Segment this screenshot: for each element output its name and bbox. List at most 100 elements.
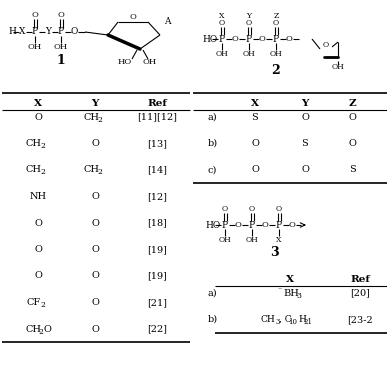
Text: S: S <box>301 139 308 148</box>
Text: O: O <box>231 35 238 43</box>
Text: O: O <box>251 139 259 148</box>
Text: OH: OH <box>216 50 228 58</box>
Text: O: O <box>130 13 137 21</box>
Text: H: H <box>8 27 16 36</box>
Text: Y: Y <box>91 99 99 108</box>
Text: 21: 21 <box>303 318 312 326</box>
Text: CH: CH <box>83 166 99 175</box>
Text: X: X <box>286 274 294 284</box>
Text: P: P <box>273 34 279 43</box>
Text: [13]: [13] <box>147 139 167 148</box>
Text: CH: CH <box>26 166 42 175</box>
Text: P: P <box>32 27 38 36</box>
Text: NH: NH <box>29 192 46 201</box>
Text: O: O <box>91 298 99 307</box>
Text: CH: CH <box>83 113 99 122</box>
Text: O: O <box>34 272 42 281</box>
Text: O: O <box>286 35 293 43</box>
Text: Y: Y <box>45 27 51 36</box>
Text: Y: Y <box>247 12 252 20</box>
Text: S: S <box>349 166 355 175</box>
Text: O: O <box>34 113 42 122</box>
Text: 2: 2 <box>39 327 43 336</box>
Text: X: X <box>34 99 42 108</box>
Text: O: O <box>262 221 269 229</box>
Text: 2: 2 <box>41 168 45 176</box>
Text: P: P <box>249 221 255 229</box>
Text: a): a) <box>208 288 217 298</box>
Text: O: O <box>249 205 255 213</box>
Text: O: O <box>246 19 252 27</box>
Text: O: O <box>259 35 265 43</box>
Text: b): b) <box>208 315 218 324</box>
Text: [12]: [12] <box>147 192 167 201</box>
Text: b): b) <box>208 139 218 148</box>
Text: O: O <box>43 325 51 334</box>
Text: Ref: Ref <box>350 274 370 284</box>
Text: [19]: [19] <box>147 245 167 254</box>
Text: OH: OH <box>332 63 344 71</box>
Text: P: P <box>246 34 252 43</box>
Text: X: X <box>219 12 225 20</box>
Text: O: O <box>91 139 99 148</box>
Text: , C: , C <box>279 315 291 324</box>
Text: OH: OH <box>270 50 283 58</box>
Text: O: O <box>276 205 282 213</box>
Text: 3: 3 <box>270 247 278 260</box>
Text: S: S <box>252 113 259 122</box>
Text: OH: OH <box>143 58 157 66</box>
Text: O: O <box>251 166 259 175</box>
Text: [14]: [14] <box>147 166 167 175</box>
Text: HO: HO <box>202 34 217 43</box>
Text: O: O <box>91 192 99 201</box>
Text: P: P <box>58 27 64 36</box>
Text: O: O <box>348 139 356 148</box>
Text: X: X <box>19 27 25 36</box>
Text: O: O <box>58 11 65 19</box>
Text: [22]: [22] <box>147 325 167 334</box>
Text: P: P <box>219 34 225 43</box>
Text: HO: HO <box>118 58 132 66</box>
Text: X: X <box>251 99 259 108</box>
Text: H: H <box>298 315 306 324</box>
Text: 2: 2 <box>98 115 103 123</box>
Text: O: O <box>235 221 241 229</box>
Text: 2: 2 <box>98 168 103 176</box>
Text: [11][12]: [11][12] <box>137 113 177 122</box>
Text: O: O <box>273 19 279 27</box>
Text: A: A <box>164 17 170 26</box>
Text: O: O <box>91 325 99 334</box>
Text: 1: 1 <box>57 53 65 67</box>
Text: [18]: [18] <box>147 219 167 228</box>
Text: O: O <box>348 113 356 122</box>
Text: OH: OH <box>219 236 231 244</box>
Text: P: P <box>222 221 228 229</box>
Text: O: O <box>323 41 329 49</box>
Text: [23-2: [23-2 <box>347 315 373 324</box>
Text: Z: Z <box>348 99 356 108</box>
Text: Ref: Ref <box>147 99 167 108</box>
Text: OH: OH <box>54 43 68 51</box>
Text: OH: OH <box>243 50 255 58</box>
Text: BH: BH <box>283 288 299 298</box>
Text: OH: OH <box>246 236 259 244</box>
Text: O: O <box>222 205 228 213</box>
Text: 2: 2 <box>41 142 45 150</box>
Text: P: P <box>276 221 282 229</box>
Text: 2: 2 <box>272 65 280 77</box>
Text: Z: Z <box>273 12 279 20</box>
Text: Y: Y <box>301 99 309 108</box>
Text: [20]: [20] <box>350 288 370 298</box>
Text: CH: CH <box>25 325 41 334</box>
Text: [21]: [21] <box>147 298 167 307</box>
Text: O: O <box>70 27 78 36</box>
Text: 3: 3 <box>296 291 301 300</box>
Text: O: O <box>34 245 42 254</box>
Text: CH: CH <box>26 139 42 148</box>
Text: O: O <box>34 219 42 228</box>
Text: O: O <box>32 11 38 19</box>
Text: O: O <box>219 19 225 27</box>
Text: 10: 10 <box>288 318 298 326</box>
Text: O: O <box>301 113 309 122</box>
Text: 2: 2 <box>41 301 45 309</box>
